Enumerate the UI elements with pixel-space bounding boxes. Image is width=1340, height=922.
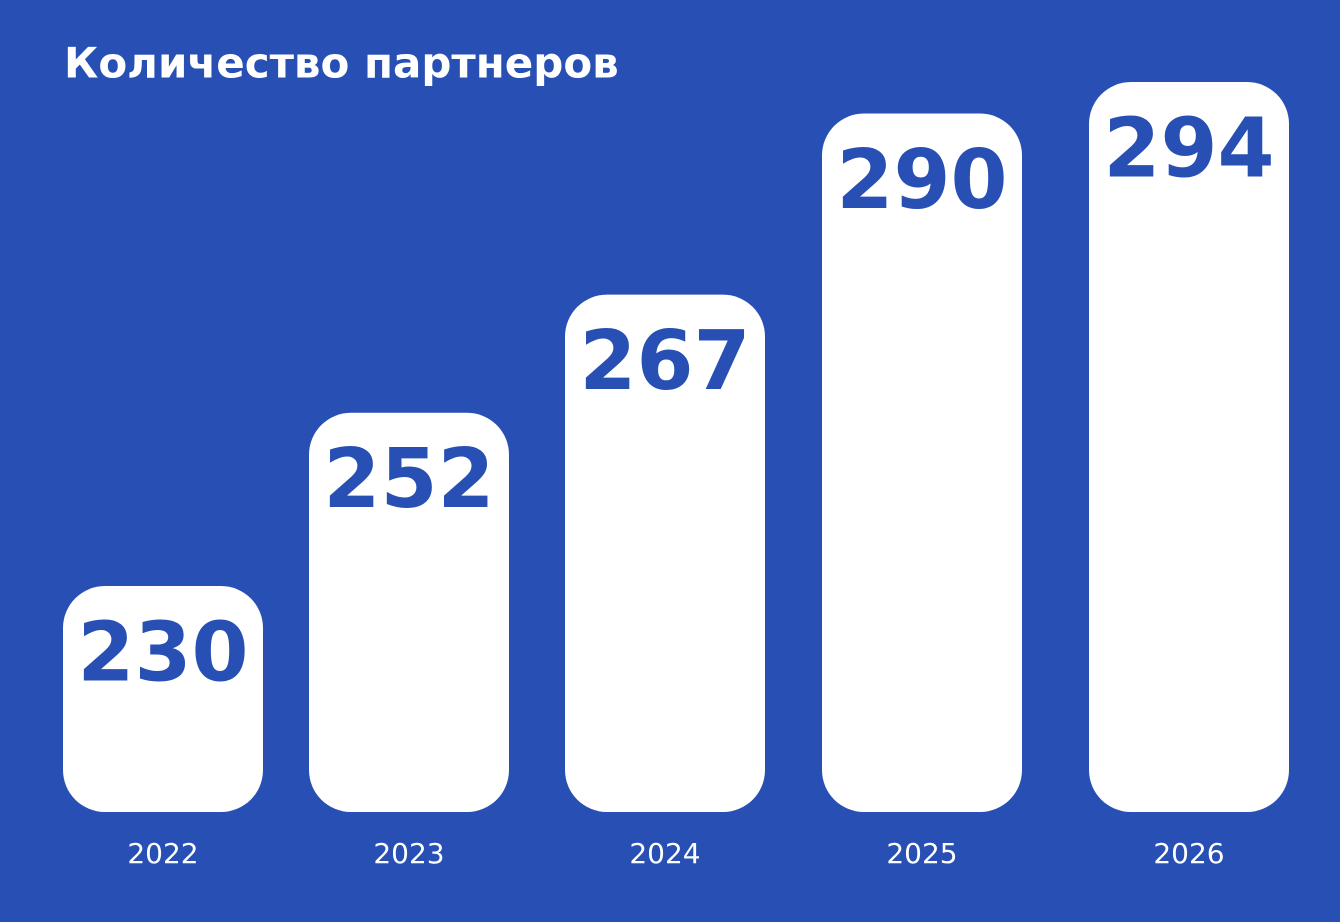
x-tick-label: 2024 <box>629 837 700 870</box>
value-label: 252 <box>323 432 494 527</box>
x-tick-label: 2026 <box>1153 837 1224 870</box>
value-label: 290 <box>836 133 1007 228</box>
bar <box>565 294 765 812</box>
value-label: 294 <box>1103 101 1274 196</box>
value-label: 267 <box>579 314 750 409</box>
bar <box>822 113 1022 812</box>
value-label: 230 <box>77 605 248 700</box>
x-tick-label: 2023 <box>373 837 444 870</box>
bar <box>63 586 263 812</box>
bar <box>1089 82 1289 812</box>
x-tick-label: 2022 <box>127 837 198 870</box>
bar <box>309 412 509 812</box>
chart-title: Количество партнеров <box>64 39 619 88</box>
x-tick-label: 2025 <box>886 837 957 870</box>
